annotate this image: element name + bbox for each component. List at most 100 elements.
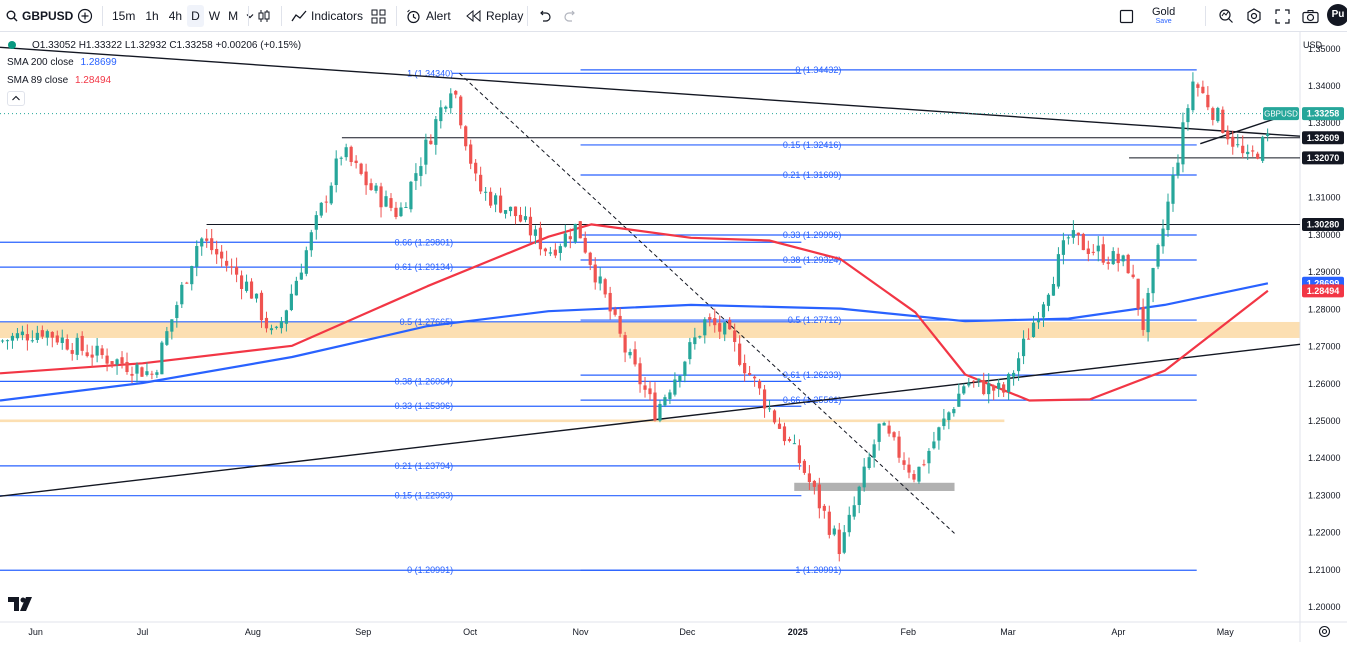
y-tick-label: 1.27000 [1308, 342, 1341, 352]
candle-body [404, 206, 408, 208]
candle-body [344, 147, 348, 158]
fib-level-label: 0.33 (1.25396) [395, 401, 454, 411]
candle-body [1176, 162, 1180, 176]
candle-body [688, 342, 692, 360]
search-icon [6, 10, 18, 22]
tradingview-logo[interactable] [8, 597, 34, 614]
replay-button[interactable]: Replay [466, 0, 523, 32]
candle-body [718, 323, 722, 332]
candle-body [708, 317, 712, 320]
candle-body [533, 229, 538, 236]
candle-body [493, 195, 498, 205]
candle-body [518, 214, 523, 222]
price-tag [1302, 217, 1344, 231]
candle-body [827, 511, 831, 535]
candle-body [1221, 109, 1225, 133]
sma200-legend[interactable]: SMA 200 close 1.28699 [7, 57, 117, 68]
chart-type-button[interactable] [256, 0, 272, 32]
candle-body [797, 445, 802, 464]
timeframe-4h[interactable]: 4h [168, 9, 183, 23]
candle-body [643, 385, 647, 390]
layout-name-button[interactable]: Gold Save [1152, 0, 1175, 32]
candle-body [752, 376, 757, 379]
indicators-icon [291, 9, 307, 23]
y-tick-label: 1.35000 [1308, 44, 1341, 54]
y-tick-label: 1.24000 [1308, 453, 1341, 463]
plus-circle-icon [77, 8, 93, 24]
y-tick-label: 1.22000 [1308, 528, 1341, 538]
candle-body [743, 362, 747, 374]
candle-body [1166, 201, 1170, 231]
candle-body [1141, 306, 1145, 330]
candle-body [638, 363, 642, 385]
candle-body [578, 221, 582, 239]
candle-body [10, 335, 15, 341]
candle-body [185, 282, 189, 284]
grid-icon [371, 9, 386, 24]
candle-body [264, 317, 269, 329]
candle-body [952, 409, 956, 414]
candle-body [444, 106, 448, 109]
candle-body [220, 251, 224, 259]
timeframe-m[interactable]: M [228, 9, 239, 23]
candle-body [394, 207, 398, 217]
candle-body [155, 372, 159, 375]
candle-body [1091, 251, 1095, 253]
candle-body [1236, 144, 1240, 146]
symbol-tag [1263, 107, 1299, 121]
price-tag-label: 1.30280 [1307, 219, 1340, 229]
candle-body [309, 232, 313, 251]
candle-body [992, 385, 996, 391]
candle-body [230, 266, 234, 268]
candle-body [389, 198, 393, 208]
x-tick-label: Nov [573, 627, 590, 637]
candle-body [503, 210, 508, 214]
fib-level-label: 0.21 (1.23794) [395, 461, 454, 471]
undo-icon [537, 10, 551, 22]
quick-search-button[interactable] [1218, 0, 1234, 32]
price-chart[interactable]: 1.350001.340001.330001.320001.310001.300… [0, 32, 1347, 642]
axis-settings-button[interactable] [1318, 625, 1331, 641]
templates-button[interactable] [371, 0, 386, 32]
redo-icon [564, 10, 578, 22]
sma89-legend[interactable]: SMA 89 close 1.28494 [7, 75, 111, 86]
candle-body [1066, 237, 1070, 239]
indicators-button[interactable]: Indicators [291, 0, 363, 32]
collapse-legend-button[interactable] [7, 91, 25, 106]
chevron-down-icon[interactable] [245, 11, 255, 21]
alert-button[interactable]: Alert [406, 0, 451, 32]
avatar[interactable]: Pu [1327, 4, 1347, 26]
candle-body [997, 382, 1001, 389]
compare-button[interactable] [77, 0, 93, 32]
fullscreen-button[interactable] [1275, 0, 1290, 32]
chart-area[interactable]: 1.350001.340001.330001.320001.310001.300… [0, 32, 1347, 642]
snapshot-button[interactable] [1302, 0, 1319, 32]
candle-body [787, 438, 792, 441]
candle-body [927, 450, 931, 464]
symbol-search[interactable]: GBPUSD [6, 0, 73, 32]
candle-body [807, 473, 811, 483]
redo-button[interactable] [564, 0, 578, 32]
timeframe-w[interactable]: W [208, 9, 221, 23]
layout-button[interactable] [1119, 0, 1134, 32]
sma89-line [0, 223, 1269, 402]
undo-button[interactable] [537, 0, 551, 32]
candle-body [279, 321, 284, 329]
y-tick-label: 1.31000 [1308, 193, 1341, 203]
currency-label[interactable]: USD [1303, 40, 1323, 50]
fib-level-label: 0.5 (1.27665) [400, 317, 454, 327]
candle-body [673, 379, 677, 395]
candle-body [648, 388, 652, 395]
candle-body [678, 375, 682, 382]
timeframe-d[interactable]: D [187, 5, 204, 27]
candle-body [792, 443, 797, 445]
candle-body [713, 318, 717, 326]
candle-body [1007, 373, 1011, 393]
candle-body [1246, 151, 1250, 155]
sma89-value: 1.28494 [74, 75, 112, 86]
timeframe-15m[interactable]: 15m [112, 9, 136, 23]
candle-body [947, 412, 951, 421]
candle-body [195, 246, 199, 267]
settings-button[interactable] [1246, 0, 1262, 32]
timeframe-1h[interactable]: 1h [145, 9, 159, 23]
